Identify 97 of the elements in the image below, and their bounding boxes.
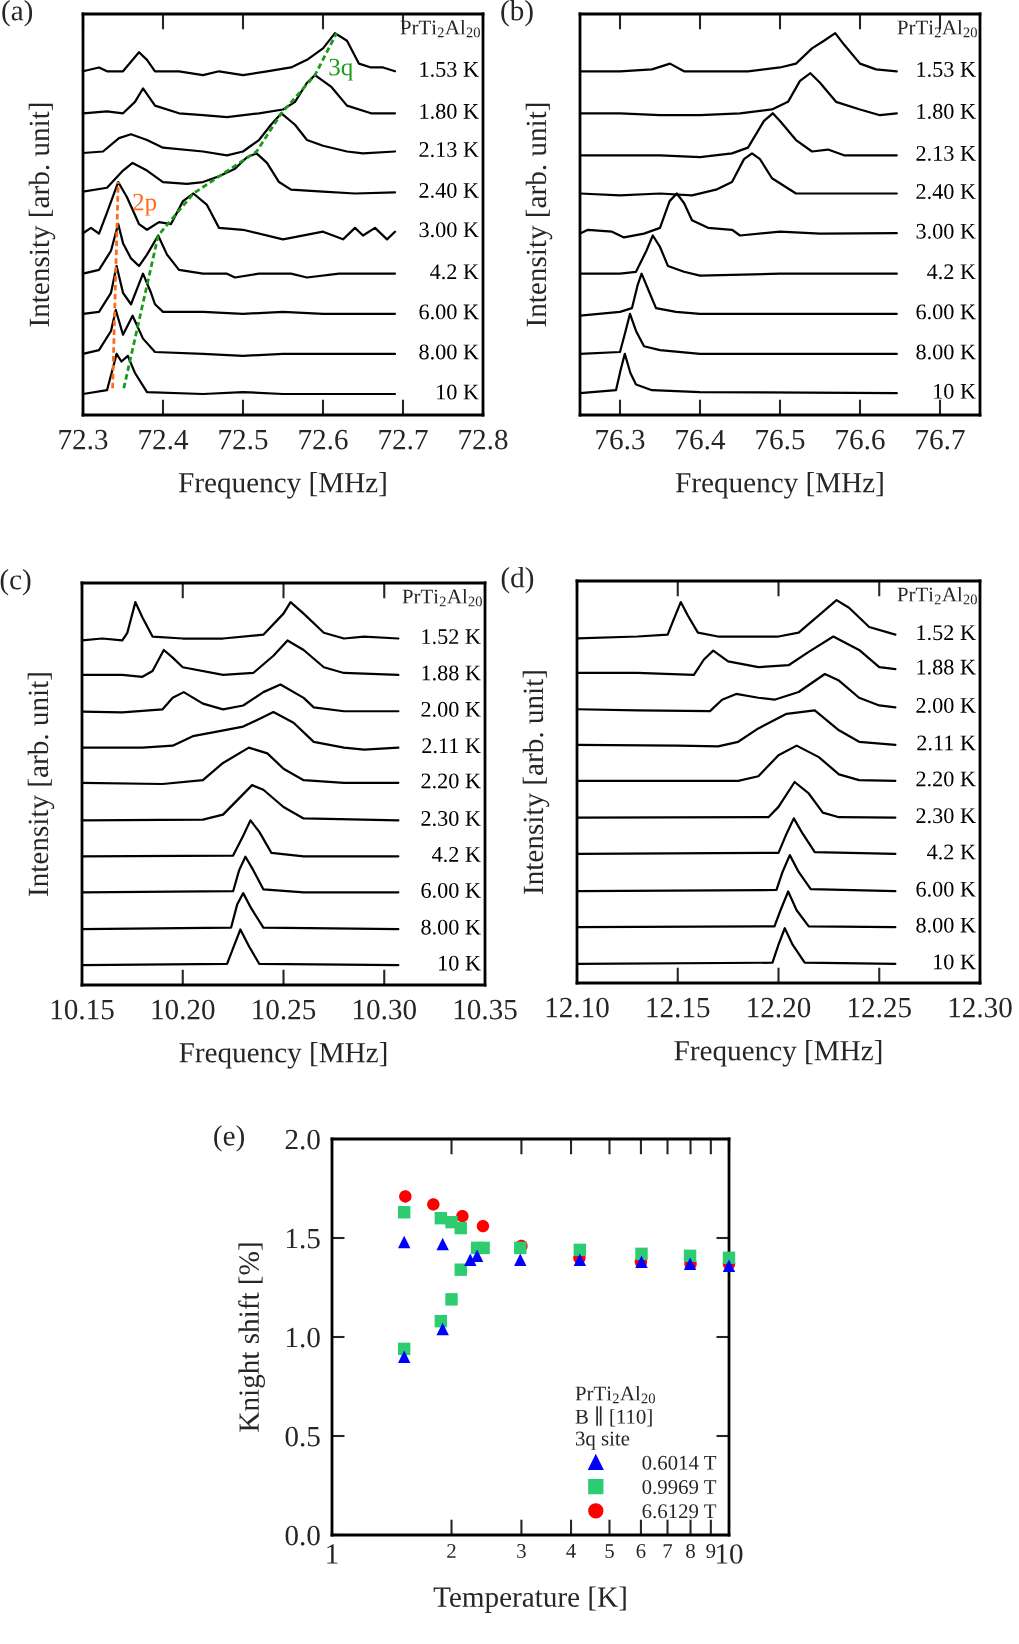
x-tick-label: 76.6 bbox=[836, 429, 885, 450]
series-label: 1.88 K bbox=[917, 659, 976, 675]
series-label: 2.13 K bbox=[916, 145, 976, 161]
x-tick-label: 7 bbox=[663, 1544, 673, 1558]
x-tick-label: 5 bbox=[605, 1544, 614, 1558]
y-axis-title: Intensity [arb. unit] bbox=[28, 103, 56, 327]
x-tick-label: 4 bbox=[566, 1544, 576, 1558]
series-label: 2.30 K bbox=[916, 808, 976, 824]
y-tick-label: 0.0 bbox=[285, 1525, 320, 1546]
series-label: 2.11 K bbox=[917, 735, 976, 751]
x-tick-label: 72.8 bbox=[459, 429, 508, 450]
y-tick-label: 1.0 bbox=[287, 1327, 320, 1348]
x-tick-label: 6 bbox=[636, 1543, 646, 1558]
x-axis-title: Frequency [MHz] bbox=[179, 1042, 387, 1069]
x-tick-label: 72.3 bbox=[59, 429, 108, 450]
y-axis-title: Knight shift [%] bbox=[238, 1243, 265, 1432]
series-label: 2.20 K bbox=[916, 771, 976, 787]
legend-label: 0.6014 T bbox=[642, 1455, 717, 1470]
x-tick-label: 10.15 bbox=[51, 999, 114, 1020]
x-tick-label: 12.20 bbox=[748, 997, 811, 1018]
x-tick-label: 72.7 bbox=[379, 429, 428, 450]
x-axis-title: Temperature [K] bbox=[433, 1586, 626, 1613]
legend-label: 6.6129 T bbox=[642, 1504, 717, 1519]
chart-title: (b) bbox=[501, 0, 533, 27]
series-label: 3.00 K bbox=[916, 223, 976, 239]
series-label: 4.2 K bbox=[432, 846, 481, 863]
x-tick-label: 76.5 bbox=[756, 429, 805, 450]
x-tick-label: 12.15 bbox=[647, 997, 710, 1018]
series-label: 1.52 K bbox=[422, 629, 481, 645]
series-label: 2.40 K bbox=[916, 184, 976, 200]
chart-title: (a) bbox=[2, 0, 33, 27]
legend-title: PrTi$_{2}$Al$_{20}$ B ∥ [110] 3q site bbox=[575, 1385, 655, 1450]
series-label: 3.00 K bbox=[419, 222, 479, 238]
series-label: 6.00 K bbox=[419, 304, 479, 320]
series-label: 2.00 K bbox=[421, 701, 481, 717]
x-tick-label: 10.30 bbox=[354, 999, 416, 1020]
series-label: 8.00 K bbox=[421, 919, 481, 935]
series-label: 1.53 K bbox=[420, 61, 479, 77]
series-label: 10 K bbox=[439, 955, 481, 971]
y-axis-title: Intensity [arb. unit] bbox=[27, 673, 55, 896]
chart-title: (d) bbox=[501, 566, 534, 594]
x-tick-label: 72.4 bbox=[139, 429, 189, 450]
series-label: 3q bbox=[329, 58, 353, 81]
series-label: 2.00 K bbox=[916, 697, 976, 713]
x-tick-label: 8 bbox=[686, 1543, 695, 1558]
annotation: PrTi$_{2}$Al$_{20}$ bbox=[402, 588, 482, 607]
x-tick-label: 9 bbox=[706, 1543, 716, 1558]
x-tick-label: 76.4 bbox=[676, 429, 726, 450]
y-tick-label: 2.0 bbox=[285, 1129, 320, 1150]
x-tick-label: 72.6 bbox=[299, 429, 348, 450]
y-tick-label: 1.5 bbox=[287, 1228, 320, 1249]
x-tick-label: 12.30 bbox=[949, 997, 1012, 1018]
series-label: 4.2 K bbox=[927, 844, 976, 860]
annotation: PrTi$_{2}$Al$_{20}$ bbox=[897, 586, 977, 605]
x-axis-title: Frequency [MHz] bbox=[674, 1040, 882, 1067]
series-label: 8.00 K bbox=[916, 917, 976, 933]
series-label: 6.00 K bbox=[916, 881, 976, 897]
x-tick-label: 10.25 bbox=[253, 999, 316, 1020]
x-tick-label: 76.3 bbox=[596, 429, 645, 450]
series-label: 4.2 K bbox=[927, 264, 976, 280]
x-tick-label: 10 bbox=[716, 1544, 743, 1564]
series-label: 6.00 K bbox=[916, 304, 976, 320]
x-axis-title: Frequency [MHz] bbox=[178, 472, 386, 499]
y-tick-label: 0.5 bbox=[285, 1426, 320, 1447]
series-label: 2p bbox=[133, 193, 157, 216]
series-label: 2.13 K bbox=[419, 142, 479, 158]
x-tick-label: 10.35 bbox=[454, 999, 517, 1020]
series-label: 8.00 K bbox=[419, 344, 479, 360]
series-label: 2.20 K bbox=[421, 773, 481, 789]
series-label: 10 K bbox=[437, 384, 479, 400]
series-label: 6.00 K bbox=[421, 882, 481, 899]
series-label: 4.2 K bbox=[430, 264, 479, 280]
series-label: 1.80 K bbox=[420, 103, 479, 119]
x-axis-title: Frequency [MHz] bbox=[675, 472, 883, 499]
series-label: 2.11 K bbox=[422, 738, 481, 754]
series-label: 1.52 K bbox=[917, 625, 976, 641]
series-label: 2.30 K bbox=[421, 810, 481, 827]
series-label: 10 K bbox=[934, 954, 976, 970]
chart-title: (c) bbox=[0, 568, 31, 596]
series-label: 1.53 K bbox=[917, 61, 976, 77]
x-tick-label: 12.25 bbox=[849, 997, 911, 1018]
x-tick-label: 10.20 bbox=[152, 999, 215, 1020]
series-label: 1.80 K bbox=[917, 103, 976, 119]
x-tick-label: 2 bbox=[447, 1543, 456, 1558]
series-label: 10 K bbox=[934, 383, 976, 399]
series-label: 1.88 K bbox=[422, 665, 481, 681]
x-tick-label: 12.10 bbox=[546, 997, 609, 1018]
series-label: 8.00 K bbox=[916, 344, 976, 360]
x-tick-label: 1 bbox=[327, 1544, 338, 1564]
series-label: 2.40 K bbox=[419, 182, 479, 199]
y-axis-title: Intensity [arb. unit] bbox=[522, 671, 550, 894]
x-tick-label: 3 bbox=[517, 1543, 526, 1558]
legend-label: 0.9969 T bbox=[642, 1479, 717, 1495]
y-axis-title: Intensity [arb. unit] bbox=[525, 103, 553, 327]
x-tick-label: 72.5 bbox=[219, 429, 268, 450]
x-tick-label: 76.7 bbox=[916, 429, 965, 450]
chart-title: (e) bbox=[214, 1125, 244, 1152]
